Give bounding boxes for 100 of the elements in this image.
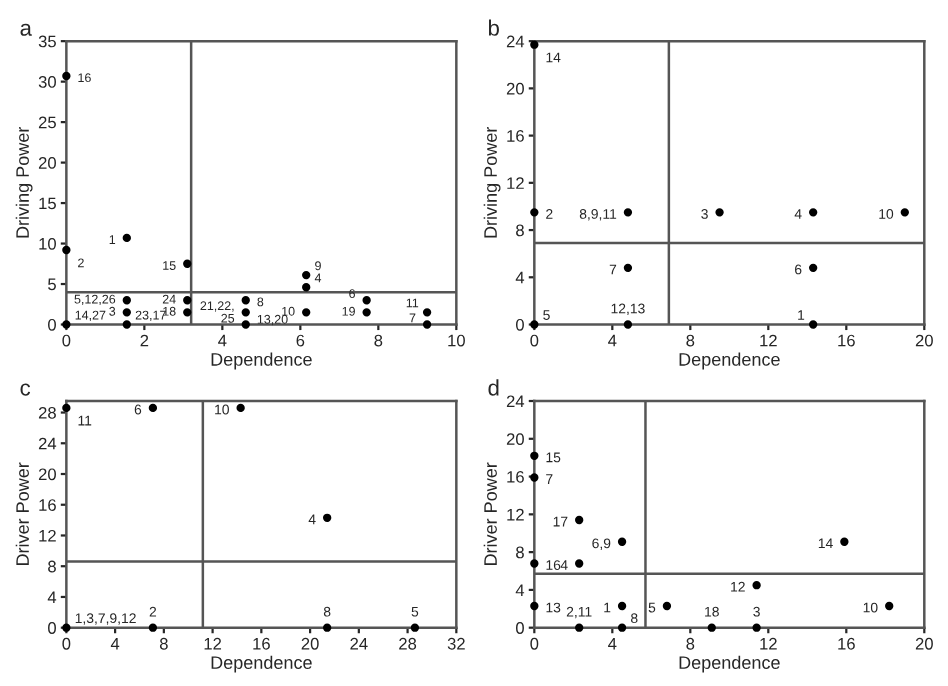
point: [241, 320, 250, 329]
y-tick-label: 24: [506, 395, 525, 408]
point: [241, 296, 250, 305]
point: [707, 623, 716, 632]
y-tick-label: 16: [507, 130, 524, 142]
point: [530, 40, 539, 49]
x-tick-label: 12: [760, 637, 777, 650]
y-tick-label: 20: [38, 157, 56, 169]
point: [575, 559, 584, 568]
point: [617, 601, 627, 611]
point: [840, 537, 849, 546]
x-tick-label: 0: [62, 637, 71, 650]
point: [530, 601, 539, 611]
y-tick-label: 5: [48, 278, 56, 291]
point: [236, 403, 245, 413]
x-tick-label: 16: [253, 637, 270, 650]
point: [900, 208, 909, 217]
x-tick-label: 20: [915, 334, 933, 347]
x-tick-label: 2: [140, 334, 149, 347]
point: [752, 581, 761, 590]
chart-title: d: [488, 379, 499, 396]
point: [62, 71, 71, 81]
y-tick-label: 20: [38, 468, 56, 481]
chart-title: c: [20, 383, 31, 396]
point: [808, 320, 818, 329]
x-tick-label: 8: [686, 637, 695, 650]
x-axis-title: Dependence: [211, 352, 312, 370]
point: [715, 208, 724, 217]
y-tick-label: 12: [507, 177, 524, 189]
x-tick-label: 28: [399, 637, 417, 650]
x-tick-label: 32: [447, 637, 465, 650]
point: [122, 296, 131, 305]
point: [808, 208, 818, 217]
x-axis-title: Dependence: [679, 352, 780, 370]
y-tick-label: 20: [506, 82, 524, 95]
y-tick-label: 4: [515, 584, 525, 596]
x-tick-label: 0: [530, 334, 539, 347]
point: [302, 308, 311, 317]
y-tick-label: 12: [507, 508, 524, 521]
y-axis-title: Driving Power: [15, 126, 33, 238]
y-tick-label: 12: [39, 529, 56, 542]
point: [410, 623, 420, 632]
x-tick-label: 4: [608, 638, 617, 650]
point: [623, 263, 633, 272]
point: [62, 245, 71, 255]
point: [322, 623, 332, 632]
point: [302, 270, 311, 280]
point: [183, 259, 192, 268]
x-tick-label: 20: [301, 637, 319, 650]
y-tick-label: 10: [39, 237, 56, 250]
point: [575, 623, 584, 632]
x-tick-label: 12: [204, 637, 222, 650]
point: [752, 623, 761, 632]
x-tick-label: 20: [915, 637, 933, 650]
point: [617, 623, 627, 632]
point: [575, 515, 584, 525]
x-tick-label: 4: [110, 638, 120, 650]
x-tick-label: 0: [530, 637, 539, 650]
point: [422, 320, 432, 329]
point: [62, 403, 71, 413]
x-tick-label: 0: [62, 334, 71, 347]
point: [662, 601, 672, 611]
y-tick-label: 4: [515, 271, 525, 284]
y-tick-label: 16: [39, 499, 56, 511]
chart-title: a: [20, 23, 32, 36]
y-tick-label: 0: [48, 318, 56, 331]
x-tick-label: 6: [296, 334, 305, 347]
y-tick-label: 0: [515, 622, 524, 634]
y-tick-label: 24: [506, 35, 525, 48]
y-tick-label: 35: [38, 35, 56, 48]
y-axis-title: Driver Power: [483, 462, 497, 566]
y-tick-label: 0: [48, 622, 56, 634]
point: [808, 263, 818, 272]
point: [617, 537, 627, 546]
y-tick-label: 8: [516, 224, 524, 237]
x-axis-title: Dependence: [211, 655, 312, 673]
point: [122, 233, 131, 243]
point: [122, 320, 131, 329]
y-tick-label: 30: [38, 76, 56, 88]
y-tick-label: 24: [38, 437, 57, 450]
x-tick-label: 8: [686, 334, 695, 347]
x-tick-label: 8: [374, 334, 383, 347]
x-tick-label: 24: [350, 637, 368, 650]
x-tick-label: 4: [608, 334, 617, 347]
point: [422, 308, 432, 317]
point: [530, 208, 539, 217]
y-tick-label: 15: [39, 197, 56, 210]
y-tick-label: 4: [47, 591, 57, 603]
point: [885, 601, 894, 611]
y-axis-title: Driver Power: [15, 462, 29, 566]
x-tick-label: 4: [218, 334, 227, 347]
point: [241, 308, 250, 317]
point: [302, 283, 311, 292]
y-tick-label: 20: [506, 433, 524, 445]
x-tick-label: 8: [159, 637, 168, 650]
y-tick-label: 16: [507, 470, 524, 483]
y-axis-title: Driving Power: [483, 126, 501, 238]
point: [362, 308, 371, 317]
point: [623, 208, 633, 217]
x-tick-label: 16: [838, 334, 855, 347]
